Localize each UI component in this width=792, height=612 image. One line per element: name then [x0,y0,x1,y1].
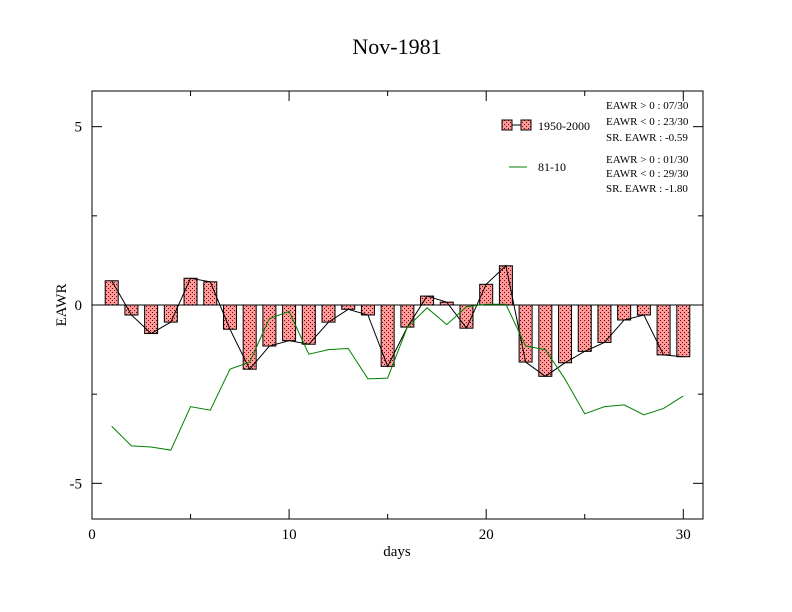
x-tick-label: 30 [676,527,691,543]
bar-series-1950-2000 [104,265,691,377]
series-1950-2000-line [111,264,684,377]
bar-day-19 [459,304,474,329]
y-tick-label: -5 [70,476,83,492]
legend-swatch-left [501,119,513,131]
bar-day-29 [656,304,671,356]
x-tick-label: 10 [282,527,297,543]
series-81-10-line [111,303,684,451]
x-tick-label: 20 [479,527,494,543]
stat-81-10-sr: SR. EAWR : -1.80 [606,183,688,195]
x-tick-label: 0 [88,527,96,543]
line-series [111,264,684,451]
stat-81-10-negative: EAWR < 0 : 29/30 [606,168,689,180]
x-axis-label: days [383,544,411,560]
stat-1950-2000-negative: EAWR < 0 : 23/30 [606,116,689,128]
bar-day-10 [282,304,297,342]
bar-day-30 [676,304,691,358]
bar-day-24 [558,304,573,364]
stat-1950-2000-sr: SR. EAWR : -0.59 [606,132,688,144]
bar-day-21 [498,265,513,306]
stat-1950-2000-positive: EAWR > 0 : 07/30 [606,100,689,112]
stats-block: EAWR > 0 : 07/30 EAWR < 0 : 23/30 SR. EA… [606,100,689,195]
bar-day-4 [163,304,178,323]
stat-81-10-positive: EAWR > 0 : 01/30 [606,154,689,166]
legend-label-81-10: 81-10 [538,160,566,174]
bar-day-25 [577,304,592,352]
legend-swatch-right [520,119,532,131]
bar-day-13 [341,304,356,310]
bar-day-28 [636,304,651,316]
bar-day-27 [617,304,632,321]
bar-day-16 [400,304,415,328]
bar-day-5 [183,277,198,306]
bar-day-11 [301,304,316,345]
y-tick-label: 0 [75,298,83,314]
legend-label-1950-2000: 1950-2000 [538,119,590,133]
y-tick-label: 5 [75,120,83,136]
bar-day-9 [262,304,277,347]
chart-title: Nov-1981 [352,34,441,59]
axis-ticks: 0 10 20 30 -5 0 5 [70,91,703,543]
legend: 1950-2000 81-10 [501,119,590,174]
bar-day-22 [518,304,533,363]
bar-day-1 [104,280,119,306]
bar-day-23 [538,304,553,377]
y-axis-label: EAWR [54,284,70,327]
